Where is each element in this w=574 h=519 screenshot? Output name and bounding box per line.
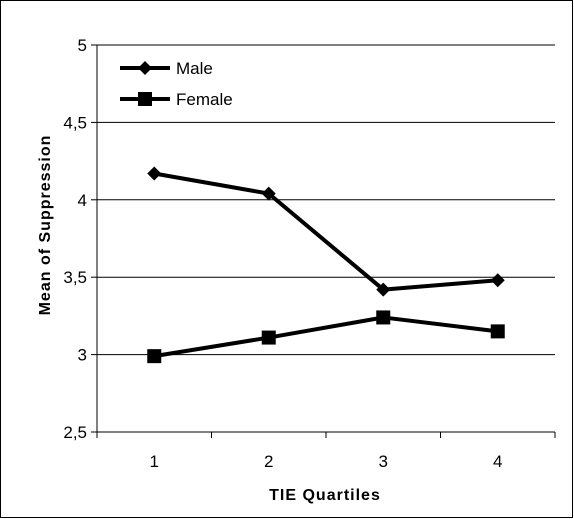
x-axis-title: TIE Quartiles bbox=[269, 487, 381, 504]
data-point-male bbox=[376, 282, 391, 297]
series-male bbox=[147, 166, 505, 297]
data-point-male bbox=[261, 186, 276, 201]
data-point-female bbox=[376, 310, 391, 325]
series-layer bbox=[147, 166, 505, 364]
legend-item-female: Female bbox=[120, 90, 233, 109]
legend-marker-female bbox=[138, 92, 152, 106]
data-point-male bbox=[147, 166, 162, 181]
series-line-female bbox=[153, 315, 498, 359]
data-point-male bbox=[490, 273, 505, 288]
data-point-female bbox=[147, 349, 162, 364]
axes bbox=[91, 44, 556, 438]
legend: Male Female bbox=[120, 59, 233, 109]
data-point-female bbox=[261, 330, 276, 345]
series-female bbox=[147, 310, 505, 364]
y-tick-labels: 2,5 3 3,5 4 4,5 5 bbox=[63, 36, 87, 442]
y-tick-label: 3,5 bbox=[63, 268, 87, 287]
y-tick-label: 4,5 bbox=[63, 113, 87, 132]
data-point-female bbox=[490, 324, 505, 339]
y-tick-label: 5 bbox=[78, 36, 87, 55]
legend-label-male: Male bbox=[176, 59, 213, 78]
x-tick-labels: 1 2 3 4 bbox=[150, 452, 503, 471]
legend-label-female: Female bbox=[176, 90, 233, 109]
x-tick-label: 4 bbox=[493, 452, 502, 471]
x-tick-label: 3 bbox=[379, 452, 388, 471]
y-tick-label: 2,5 bbox=[63, 423, 87, 442]
x-tick-label: 1 bbox=[150, 452, 159, 471]
legend-marker-male bbox=[138, 61, 152, 75]
x-tick-label: 2 bbox=[264, 452, 273, 471]
legend-item-male: Male bbox=[120, 59, 213, 78]
y-axis-title: Mean of Suppression bbox=[37, 135, 54, 316]
series-line-male bbox=[153, 171, 498, 292]
y-tick-label: 4 bbox=[78, 191, 87, 210]
gridlines bbox=[97, 44, 555, 356]
y-tick-label: 3 bbox=[78, 346, 87, 365]
